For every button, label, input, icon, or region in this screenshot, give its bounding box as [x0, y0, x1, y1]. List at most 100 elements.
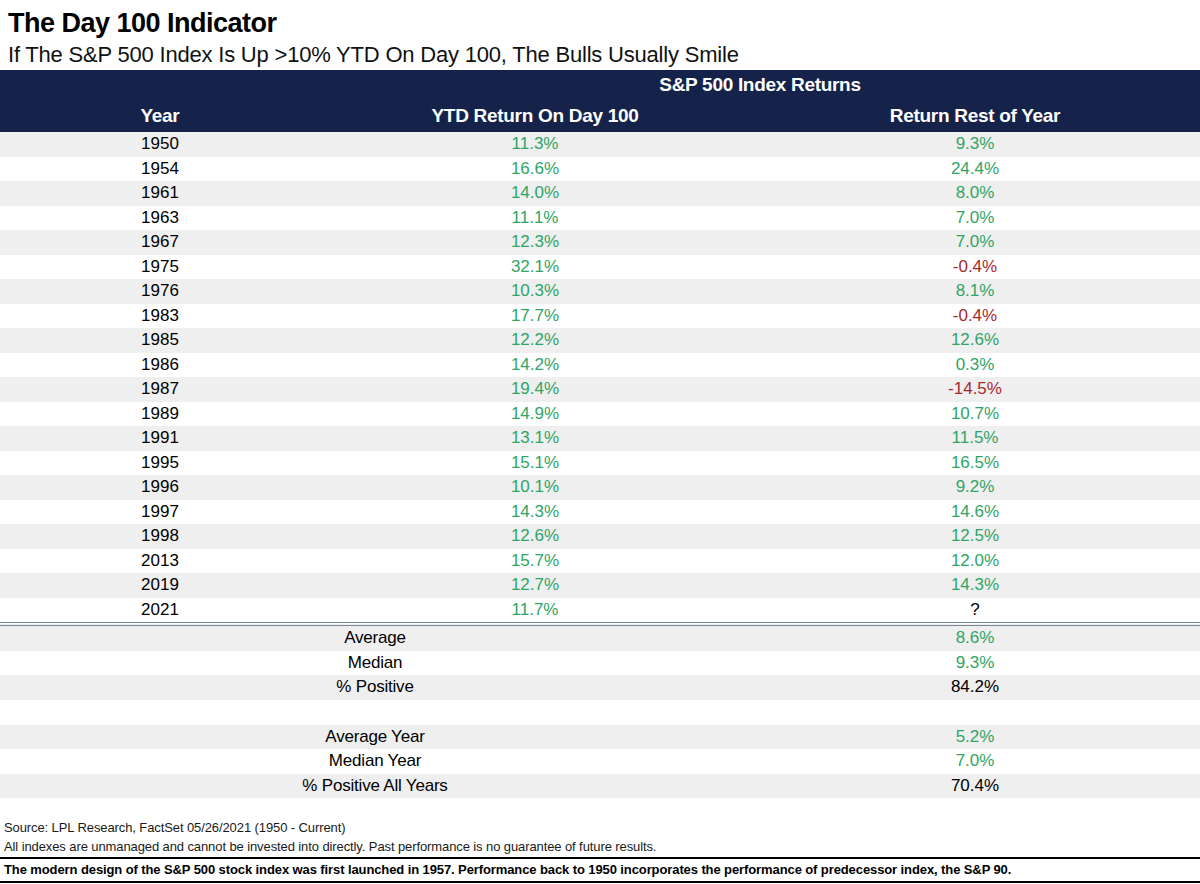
footer: Source: LPL Research, FactSet 05/26/2021…: [0, 818, 1200, 883]
summary-value: 8.6%: [750, 624, 1200, 651]
ytd-return-cell: 11.7%: [320, 598, 750, 625]
rest-return-cell: 14.6%: [750, 500, 1200, 525]
column-header-ytd: YTD Return On Day 100: [320, 100, 750, 132]
year-cell: 1985: [0, 328, 320, 353]
table-row: 198719.4%-14.5%: [0, 377, 1200, 402]
column-header-row: Year YTD Return On Day 100 Return Rest o…: [0, 100, 1200, 132]
ytd-return-cell: 11.1%: [320, 206, 750, 231]
year-cell: 2021: [0, 598, 320, 625]
ytd-return-cell: 14.3%: [320, 500, 750, 525]
table-row: 197610.3%8.1%: [0, 279, 1200, 304]
source-line: Source: LPL Research, FactSet 05/26/2021…: [0, 818, 1200, 837]
ytd-return-cell: 16.6%: [320, 157, 750, 182]
ytd-return-cell: 13.1%: [320, 426, 750, 451]
table-header: S&P 500 Index Returns Year YTD Return On…: [0, 70, 1200, 132]
disclaimer-line: All indexes are unmanaged and cannot be …: [0, 837, 1200, 856]
index-history-note: The modern design of the S&P 500 stock i…: [0, 857, 1200, 883]
ytd-return-cell: 10.3%: [320, 279, 750, 304]
ytd-return-cell: 10.1%: [320, 475, 750, 500]
summary-value: 84.2%: [750, 675, 1200, 700]
year-cell: 1986: [0, 353, 320, 378]
summary-row: % Positive All Years70.4%: [0, 774, 1200, 799]
spacer-cell: [0, 700, 1200, 725]
summary-row: Median Year7.0%: [0, 749, 1200, 774]
header: The Day 100 Indicator If The S&P 500 Ind…: [0, 0, 1200, 70]
table-body: 195011.3%9.3%195416.6%24.4%196114.0%8.0%…: [0, 132, 1200, 798]
rest-return-cell: 10.7%: [750, 402, 1200, 427]
ytd-return-cell: 12.3%: [320, 230, 750, 255]
year-cell: 1991: [0, 426, 320, 451]
table-row: 195011.3%9.3%: [0, 132, 1200, 157]
year-cell: 1967: [0, 230, 320, 255]
table-row: 199610.1%9.2%: [0, 475, 1200, 500]
returns-table: S&P 500 Index Returns Year YTD Return On…: [0, 70, 1200, 798]
year-cell: 1961: [0, 181, 320, 206]
year-cell: 1954: [0, 157, 320, 182]
year-cell: 1997: [0, 500, 320, 525]
rest-return-cell: -0.4%: [750, 304, 1200, 329]
day100-indicator-graphic: The Day 100 Indicator If The S&P 500 Ind…: [0, 0, 1200, 884]
rest-return-cell: 9.3%: [750, 132, 1200, 157]
year-cell: 2013: [0, 549, 320, 574]
table-row: 199812.6%12.5%: [0, 524, 1200, 549]
table-row: 196712.3%7.0%: [0, 230, 1200, 255]
column-header-rest: Return Rest of Year: [750, 100, 1200, 132]
summary-label: Median: [0, 651, 750, 676]
table-row: 199515.1%16.5%: [0, 451, 1200, 476]
year-cell: 1976: [0, 279, 320, 304]
table-row: 197532.1%-0.4%: [0, 255, 1200, 280]
year-cell: 1998: [0, 524, 320, 549]
spacer-row: [0, 700, 1200, 725]
column-header-year: Year: [0, 100, 320, 132]
summary-row: Average8.6%: [0, 624, 1200, 651]
summary-row: % Positive84.2%: [0, 675, 1200, 700]
ytd-return-cell: 19.4%: [320, 377, 750, 402]
year-cell: 1996: [0, 475, 320, 500]
summary-label: Average Year: [0, 725, 750, 750]
ytd-return-cell: 12.2%: [320, 328, 750, 353]
rest-return-cell: 8.1%: [750, 279, 1200, 304]
page-title: The Day 100 Indicator: [8, 6, 1200, 40]
summary-row: Average Year5.2%: [0, 725, 1200, 750]
year-cell: 1989: [0, 402, 320, 427]
summary-value: 70.4%: [750, 774, 1200, 799]
ytd-return-cell: 12.6%: [320, 524, 750, 549]
group-header-row: S&P 500 Index Returns: [0, 70, 1200, 100]
summary-value: 9.3%: [750, 651, 1200, 676]
year-cell: 1950: [0, 132, 320, 157]
rest-return-cell: 7.0%: [750, 206, 1200, 231]
rest-return-cell: -14.5%: [750, 377, 1200, 402]
ytd-return-cell: 14.2%: [320, 353, 750, 378]
table-row: 202111.7%?: [0, 598, 1200, 625]
rest-return-cell: 11.5%: [750, 426, 1200, 451]
rest-return-cell: 9.2%: [750, 475, 1200, 500]
ytd-return-cell: 32.1%: [320, 255, 750, 280]
table-row: 201315.7%12.0%: [0, 549, 1200, 574]
summary-label: % Positive: [0, 675, 750, 700]
rest-return-cell: ?: [750, 598, 1200, 625]
rest-return-cell: 12.6%: [750, 328, 1200, 353]
ytd-return-cell: 15.7%: [320, 549, 750, 574]
rest-return-cell: 16.5%: [750, 451, 1200, 476]
summary-row: Median9.3%: [0, 651, 1200, 676]
ytd-return-cell: 14.0%: [320, 181, 750, 206]
table-row: 196114.0%8.0%: [0, 181, 1200, 206]
ytd-return-cell: 11.3%: [320, 132, 750, 157]
table-row: 195416.6%24.4%: [0, 157, 1200, 182]
table-row: 198512.2%12.6%: [0, 328, 1200, 353]
rest-return-cell: 8.0%: [750, 181, 1200, 206]
ytd-return-cell: 12.7%: [320, 573, 750, 598]
rest-return-cell: 24.4%: [750, 157, 1200, 182]
table-row: 201912.7%14.3%: [0, 573, 1200, 598]
year-cell: 1963: [0, 206, 320, 231]
summary-label: Median Year: [0, 749, 750, 774]
summary-label: % Positive All Years: [0, 774, 750, 799]
year-cell: 1995: [0, 451, 320, 476]
year-cell: 1983: [0, 304, 320, 329]
year-cell: 1987: [0, 377, 320, 402]
ytd-return-cell: 17.7%: [320, 304, 750, 329]
table-row: 199113.1%11.5%: [0, 426, 1200, 451]
table-row: 196311.1%7.0%: [0, 206, 1200, 231]
summary-label: Average: [0, 624, 750, 651]
page-subtitle: If The S&P 500 Index Is Up >10% YTD On D…: [8, 40, 1200, 70]
